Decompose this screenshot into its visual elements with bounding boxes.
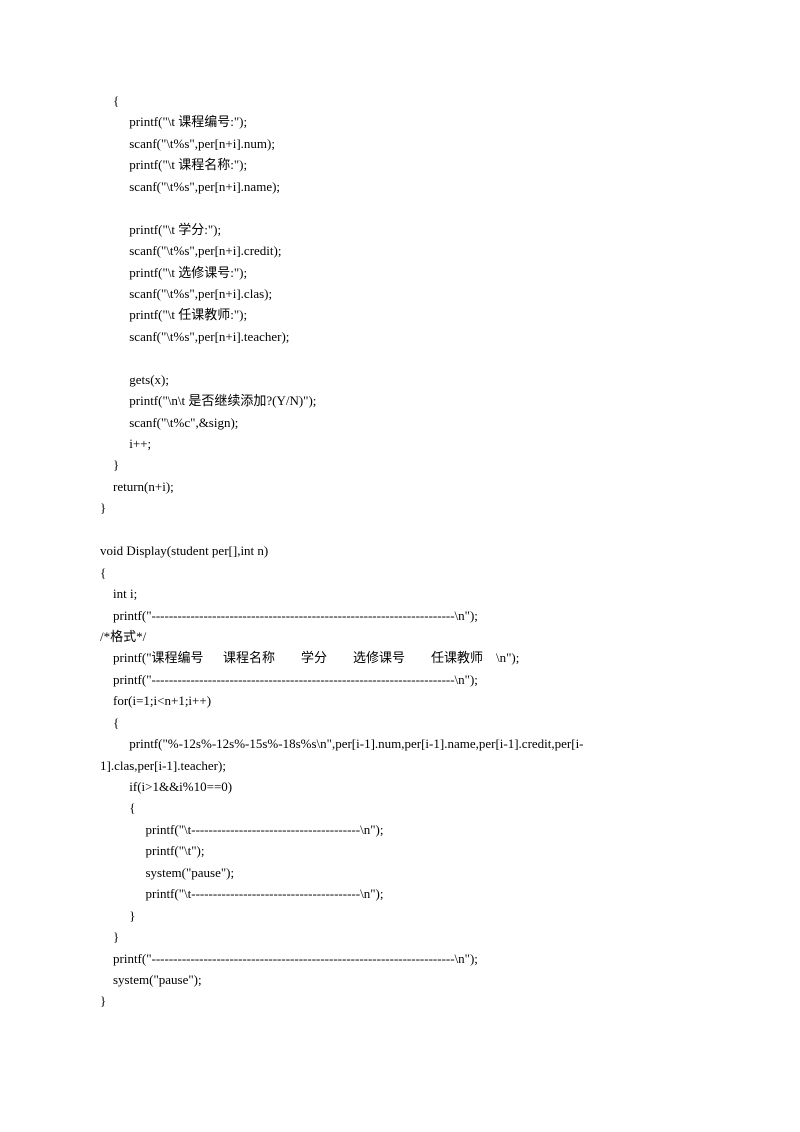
code-block: { printf("\t 课程编号:"); scanf("\t%s",per[n…	[100, 90, 700, 1012]
code-document: { printf("\t 课程编号:"); scanf("\t%s",per[n…	[0, 0, 800, 1092]
